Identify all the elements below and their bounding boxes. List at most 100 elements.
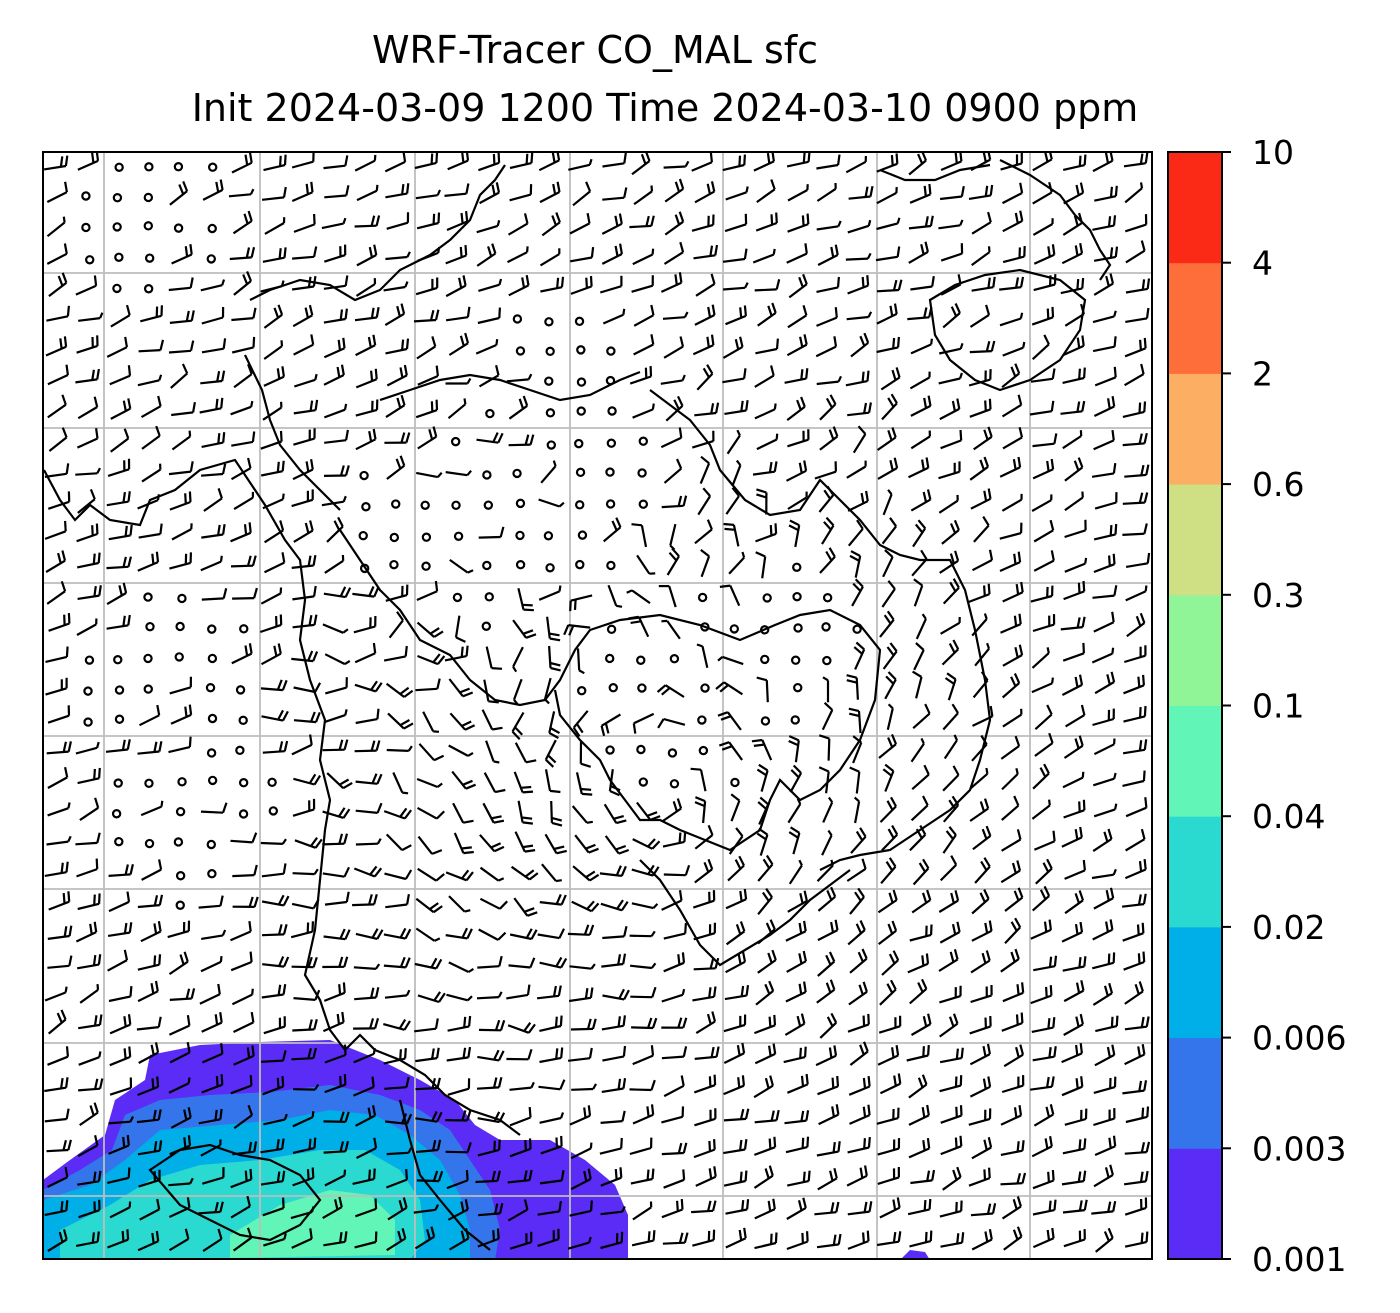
wind-barb [169, 552, 192, 570]
wind-barb [882, 549, 894, 578]
calm-wind-marker [792, 562, 802, 572]
wind-barb [819, 394, 837, 421]
wind-barb [723, 1108, 750, 1122]
wind-barb [324, 554, 345, 574]
wind-barb [821, 829, 833, 856]
wind-barb [848, 1075, 871, 1096]
wind-barb [913, 578, 924, 607]
wind-barb [201, 306, 225, 325]
wind-barb [46, 580, 67, 605]
wind-barb [818, 1104, 840, 1126]
wind-barb [1093, 803, 1118, 818]
colorbar-segment [1168, 594, 1222, 706]
wind-barb [756, 433, 779, 451]
wind-barb [546, 616, 561, 642]
colorbar-tick-label: 0.02 [1252, 908, 1325, 947]
wind-barb [1032, 1227, 1055, 1249]
wind-barb [817, 1167, 838, 1191]
wind-barb [1092, 585, 1118, 599]
wind-barb [912, 519, 927, 548]
wind-barb [574, 834, 599, 854]
wind-barb [539, 1112, 565, 1124]
wind-barb [1092, 952, 1116, 970]
wind-barb [907, 1198, 932, 1216]
calm-wind-marker [606, 346, 616, 356]
wind-barb [939, 985, 962, 1004]
wind-barb [1093, 887, 1115, 910]
wind-barb [541, 212, 561, 237]
wind-barb [939, 921, 961, 944]
wind-barb [1125, 797, 1148, 818]
wind-barb [233, 363, 253, 389]
wind-barb [661, 1106, 685, 1124]
wind-barb [263, 154, 287, 172]
wind-barb [815, 336, 838, 358]
wind-barb [666, 547, 680, 576]
wind-barb [1033, 550, 1055, 572]
wind-barb [354, 642, 377, 664]
wind-barb [911, 764, 930, 791]
wind-barb [291, 152, 315, 169]
wind-barb [661, 495, 688, 509]
wind-barb [388, 611, 404, 639]
wind-barb [1125, 828, 1146, 852]
wind-barb [448, 895, 471, 913]
wind-barb [785, 920, 807, 942]
wind-barb [938, 372, 963, 385]
wind-barb [1002, 210, 1024, 233]
calm-wind-marker [143, 192, 154, 203]
wind-barb [569, 1200, 593, 1217]
wind-barb [974, 642, 991, 667]
wind-barb [1030, 919, 1052, 940]
wind-barb [76, 523, 99, 543]
calm-wind-marker [574, 438, 584, 449]
wind-barb [692, 890, 716, 909]
wind-barb [661, 619, 681, 640]
wind-barb [202, 1228, 223, 1253]
wind-barb [1000, 153, 1023, 171]
calm-wind-marker [238, 809, 249, 819]
wind-barb [232, 587, 258, 600]
wind-barb [263, 1016, 286, 1035]
wind-barb [754, 279, 781, 292]
colorbar-tick-label: 0.1 [1252, 687, 1304, 726]
colorbar-tick-label: 0.001 [1252, 1240, 1346, 1279]
wind-barb [1124, 464, 1150, 478]
wind-barb [262, 493, 285, 510]
wind-barb [970, 152, 992, 172]
wind-barb [730, 793, 741, 822]
wind-barb [509, 184, 533, 202]
wind-barb [538, 1079, 566, 1091]
wind-barb [447, 398, 467, 420]
calm-wind-marker [606, 560, 616, 571]
tracer-level-5 [230, 1190, 395, 1258]
wind-barb [418, 743, 445, 762]
wind-barb [846, 311, 873, 321]
wind-barb [1030, 1076, 1055, 1091]
calm-wind-marker [112, 283, 122, 294]
wind-barb [356, 1137, 378, 1159]
calm-wind-marker [793, 623, 803, 633]
wind-barb [414, 1018, 439, 1033]
wind-barb [291, 650, 319, 663]
calm-wind-marker [790, 715, 800, 725]
wind-barb [629, 930, 656, 938]
wind-barb [754, 1232, 778, 1250]
wind-barb [786, 1231, 809, 1251]
wind-barb [1034, 732, 1054, 757]
wind-barb [76, 552, 101, 569]
wind-barb [908, 457, 930, 479]
wind-barb [353, 865, 383, 878]
wind-barb [413, 309, 440, 323]
wind-barb [814, 1201, 840, 1216]
wind-barb [816, 859, 834, 882]
wind-barb [879, 610, 895, 638]
wind-barb [355, 1105, 377, 1127]
wind-barb [537, 1228, 560, 1247]
wind-barb [109, 1201, 132, 1219]
wind-barb [109, 365, 132, 386]
wind-barb [477, 1228, 500, 1248]
wind-barb [662, 311, 689, 320]
wind-barb [1062, 1199, 1088, 1214]
wind-barb [479, 834, 505, 853]
